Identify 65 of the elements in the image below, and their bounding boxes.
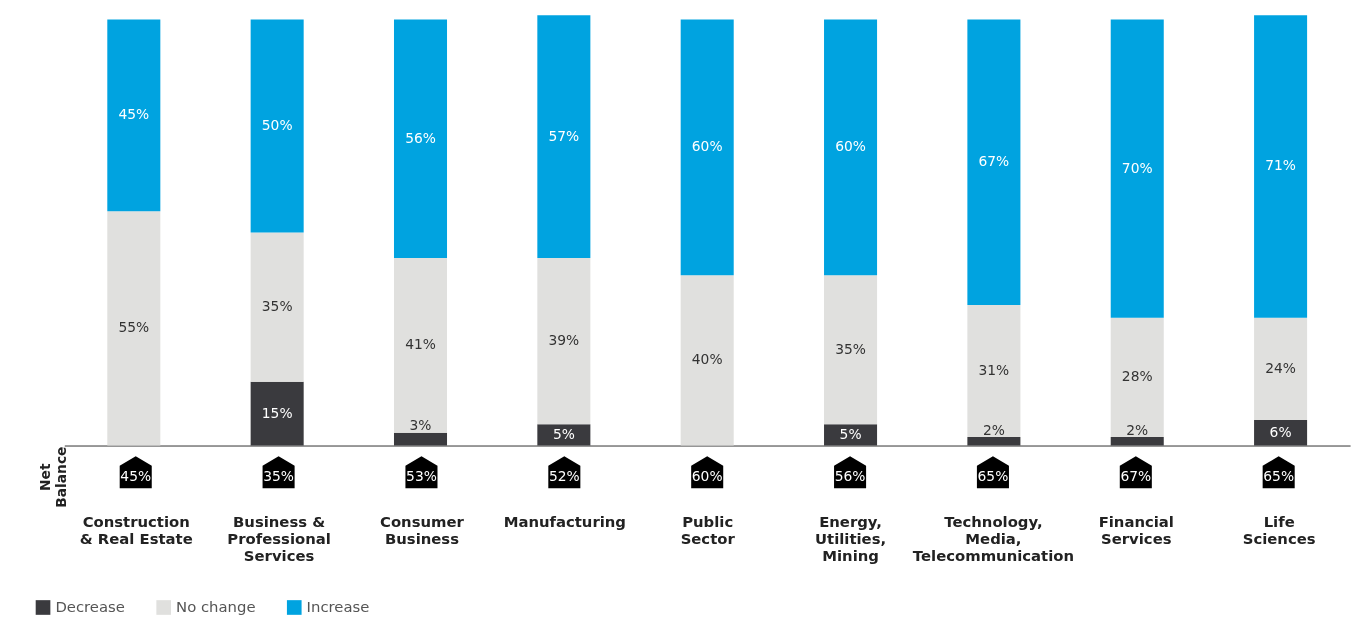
text: 67%: [1120, 468, 1152, 485]
data-label: 60%: [835, 138, 866, 155]
data-label: 6%: [1269, 423, 1292, 440]
bar: [1110, 317, 1164, 438]
x-tick-label: Public Sector: [680, 513, 736, 547]
text: 53%: [406, 468, 437, 485]
data-label: 67%: [978, 153, 1010, 170]
data-label: 57%: [548, 127, 580, 144]
x-tick-label: Life Sciences: [1242, 513, 1316, 547]
data-label: 45%: [118, 106, 150, 123]
bar: [537, 15, 591, 259]
x-tick-label: Technology, Media, Telecommunication: [912, 513, 1074, 564]
data-label: 70%: [1121, 159, 1153, 176]
legend-label: No change: [176, 598, 256, 616]
data-label: 3%: [409, 417, 432, 434]
data-label: 5%: [839, 425, 862, 442]
text: 45%: [120, 468, 152, 485]
text: 52%: [548, 468, 580, 485]
legend-label: Increase: [306, 598, 370, 616]
data-label: 5%: [552, 425, 575, 442]
data-label: 35%: [835, 340, 866, 357]
bar: [537, 258, 591, 425]
bar: [250, 232, 304, 382]
bar: [1110, 19, 1164, 318]
bar: [680, 275, 734, 446]
data-label: 56%: [405, 129, 436, 146]
bar: [393, 258, 448, 433]
text: Net Balance: [37, 446, 70, 508]
bar: [250, 19, 304, 233]
data-label: 60%: [691, 138, 723, 155]
data-label: 24%: [1265, 359, 1296, 376]
data-label: 39%: [548, 332, 580, 349]
bar: [1254, 317, 1308, 420]
data-label: 71%: [1265, 157, 1296, 174]
data-label: 31%: [978, 361, 1010, 378]
data-label: 41%: [405, 336, 436, 353]
bar: [107, 19, 161, 212]
data-label: 50%: [261, 116, 293, 133]
x-tick-label: Financial Services: [1098, 513, 1174, 547]
bar: [824, 19, 878, 276]
x-tick-label: Construction & Real Estate: [79, 513, 193, 547]
bar: [680, 19, 734, 276]
bar: [107, 211, 161, 446]
legend-label: Decrease: [55, 598, 125, 616]
data-label: 40%: [691, 351, 723, 368]
bar: [967, 304, 1021, 438]
text: 60%: [691, 468, 723, 485]
data-label: 55%: [118, 319, 150, 336]
data-label: 35%: [261, 298, 293, 315]
bar: [393, 19, 448, 259]
x-tick-label: Energy, Utilities, Mining: [815, 513, 887, 564]
data-label: 2%: [982, 421, 1005, 438]
x-tick-label: Business & Professional Services: [227, 513, 331, 564]
text: 35%: [263, 468, 294, 485]
x-tick-label: Manufacturing: [503, 513, 626, 531]
x-tick-label: Consumer Business: [380, 513, 465, 547]
data-label: 15%: [261, 404, 293, 421]
data-label: 28%: [1121, 368, 1153, 385]
bar: [824, 275, 878, 425]
data-label: 2%: [1126, 421, 1149, 438]
text: 65%: [1263, 468, 1295, 485]
bar: [967, 19, 1021, 305]
text: 56%: [834, 468, 866, 485]
bar: [1254, 15, 1308, 318]
text: 65%: [977, 468, 1009, 485]
